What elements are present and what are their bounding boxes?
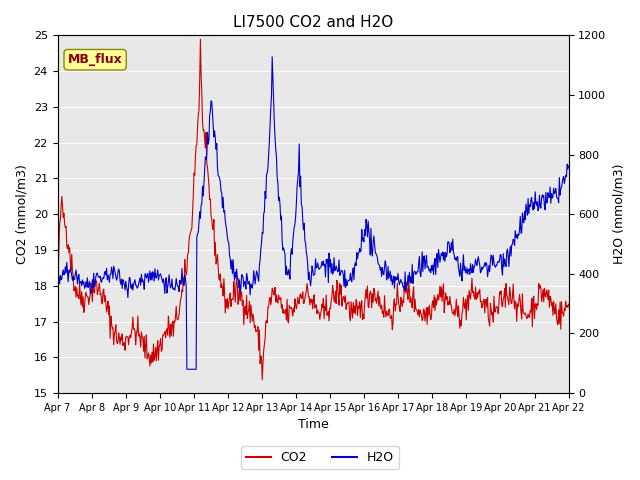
Title: LI7500 CO2 and H2O: LI7500 CO2 and H2O bbox=[233, 15, 393, 30]
H2O bbox=[376, 267, 384, 273]
H2O bbox=[564, 163, 572, 169]
Y-axis label: H2O (mmol/m3): H2O (mmol/m3) bbox=[612, 164, 625, 264]
H2O bbox=[183, 366, 191, 372]
CO2 bbox=[54, 279, 61, 285]
Y-axis label: CO2 (mmol/m3): CO2 (mmol/m3) bbox=[15, 164, 28, 264]
CO2 bbox=[259, 377, 266, 383]
H2O bbox=[195, 220, 203, 226]
H2O bbox=[391, 274, 399, 280]
H2O bbox=[116, 268, 124, 274]
Line: CO2: CO2 bbox=[58, 39, 568, 380]
Text: MB_flux: MB_flux bbox=[68, 53, 122, 66]
CO2 bbox=[116, 335, 124, 341]
CO2 bbox=[196, 36, 204, 42]
H2O bbox=[268, 54, 276, 60]
CO2 bbox=[376, 303, 384, 309]
CO2 bbox=[564, 301, 572, 307]
CO2 bbox=[63, 243, 70, 249]
CO2 bbox=[168, 333, 175, 339]
Legend: CO2, H2O: CO2, H2O bbox=[241, 446, 399, 469]
H2O bbox=[54, 274, 61, 280]
CO2 bbox=[391, 308, 399, 314]
CO2 bbox=[195, 112, 202, 118]
H2O bbox=[168, 283, 175, 289]
H2O bbox=[63, 260, 70, 265]
X-axis label: Time: Time bbox=[298, 419, 328, 432]
Line: H2O: H2O bbox=[58, 57, 568, 369]
